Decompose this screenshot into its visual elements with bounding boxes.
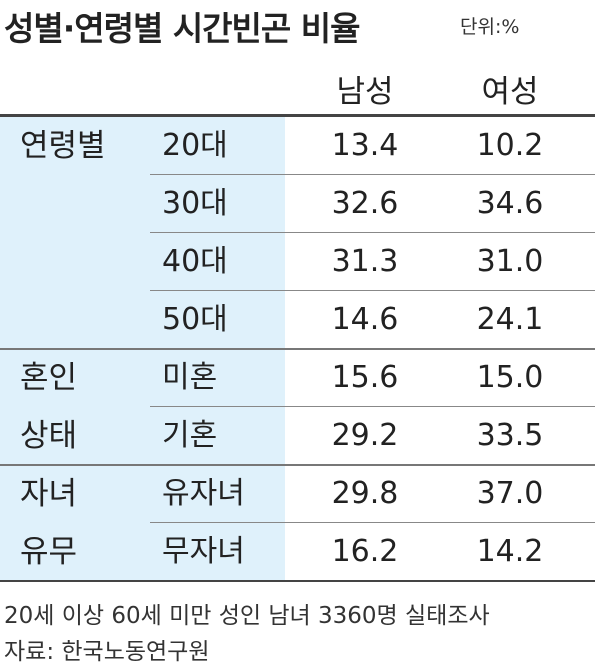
row-label: 50대 bbox=[162, 302, 228, 337]
column-header: 여성 bbox=[481, 74, 539, 110]
value-cell: 31.3 bbox=[331, 244, 399, 279]
column-header: 남성 bbox=[336, 74, 394, 110]
header-rule bbox=[0, 114, 595, 117]
source: 자료: 한국노동연구원 bbox=[4, 639, 210, 665]
row-rule bbox=[150, 290, 595, 291]
value-cell: 37.0 bbox=[476, 476, 544, 511]
value-cell: 34.6 bbox=[476, 186, 544, 221]
title: 성별·연령별 시간빈곤 비율 bbox=[4, 9, 360, 48]
value-cell: 15.0 bbox=[476, 360, 544, 395]
group-label: 유무 bbox=[20, 534, 78, 570]
value-cell: 10.2 bbox=[476, 128, 544, 163]
unit: 단위:% bbox=[460, 16, 520, 38]
row-label: 무자녀 bbox=[162, 534, 245, 569]
row-rule bbox=[150, 406, 595, 407]
value-cell: 29.2 bbox=[331, 418, 399, 453]
row-rule bbox=[150, 174, 595, 175]
value-cell: 24.1 bbox=[476, 302, 544, 337]
value-cell: 32.6 bbox=[331, 186, 399, 221]
value-cell: 16.2 bbox=[331, 534, 399, 569]
group-label: 혼인 bbox=[20, 360, 78, 396]
group-label: 자녀 bbox=[20, 476, 78, 512]
value-cell: 13.4 bbox=[331, 128, 399, 163]
row-rule bbox=[150, 522, 595, 523]
group-rule bbox=[0, 464, 595, 466]
value-cell: 33.5 bbox=[476, 418, 544, 453]
row-label: 미혼 bbox=[162, 360, 218, 395]
row-rule bbox=[150, 232, 595, 233]
value-cell: 14.2 bbox=[476, 534, 544, 569]
note: 20세 이상 60세 미만 성인 남녀 3360명 실태조사 bbox=[4, 603, 490, 629]
value-cell: 29.8 bbox=[331, 476, 399, 511]
row-label: 30대 bbox=[162, 186, 228, 221]
group-label: 상태 bbox=[20, 418, 78, 454]
value-cell: 15.6 bbox=[331, 360, 399, 395]
value-cell: 14.6 bbox=[331, 302, 399, 337]
row-label: 40대 bbox=[162, 244, 228, 279]
group-rule bbox=[0, 348, 595, 350]
row-label: 20대 bbox=[162, 128, 228, 163]
row-label: 유자녀 bbox=[162, 476, 245, 511]
value-cell: 31.0 bbox=[476, 244, 544, 279]
group-label: 연령별 bbox=[20, 128, 106, 164]
bottom-rule bbox=[0, 580, 595, 582]
row-label: 기혼 bbox=[162, 418, 218, 453]
